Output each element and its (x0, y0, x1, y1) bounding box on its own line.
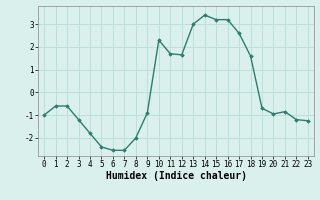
X-axis label: Humidex (Indice chaleur): Humidex (Indice chaleur) (106, 171, 246, 181)
